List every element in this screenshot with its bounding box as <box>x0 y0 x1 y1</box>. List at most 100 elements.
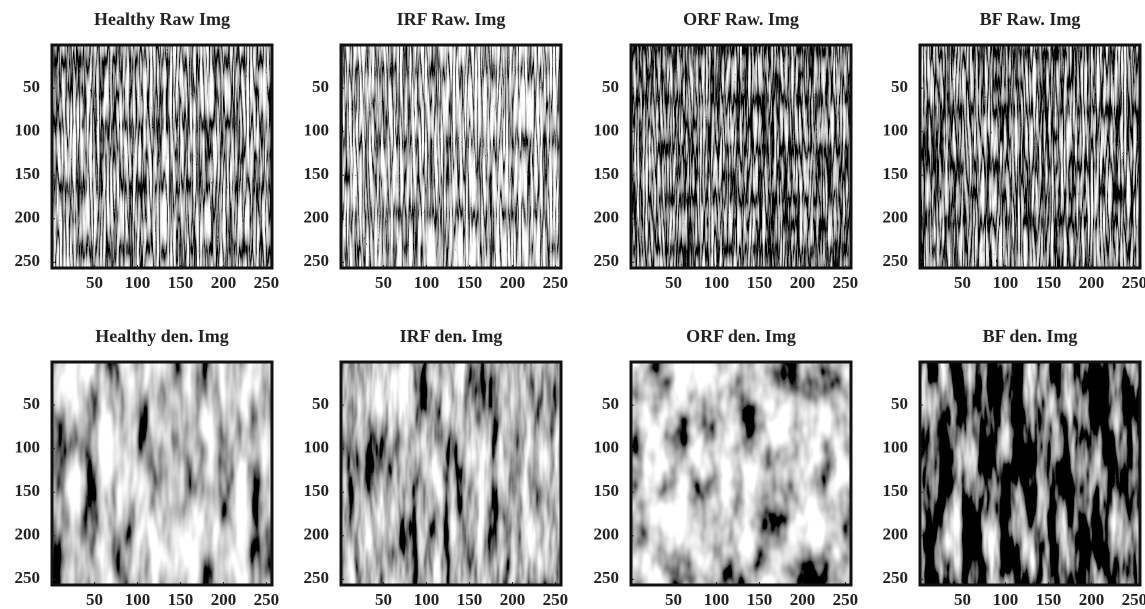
y-tick-label: 200 <box>883 208 909 227</box>
y-tick-label: 200 <box>304 525 330 544</box>
y-tick-label: 100 <box>883 121 909 140</box>
image <box>631 45 851 268</box>
image-frame <box>50 43 274 270</box>
y-tick-label: 50 <box>891 77 908 96</box>
x-tick-label: 250 <box>543 273 569 292</box>
y-tick-label: 250 <box>594 568 620 587</box>
image-frame <box>50 360 274 587</box>
y-tick-label: 250 <box>594 251 620 270</box>
x-tick-label: 200 <box>211 273 237 292</box>
x-tick-label: 100 <box>993 590 1019 609</box>
image-frame <box>629 43 853 270</box>
x-tick-label: 50 <box>86 273 103 292</box>
y-tick-label: 100 <box>15 121 41 140</box>
x-tick-label: 150 <box>1036 273 1062 292</box>
y-tick-label: 100 <box>304 121 330 140</box>
image <box>920 362 1140 585</box>
x-tick-label: 150 <box>457 590 483 609</box>
x-tick-label: 200 <box>211 590 237 609</box>
y-tick-label: 250 <box>304 251 330 270</box>
x-tick-label: 50 <box>375 273 392 292</box>
x-tick-label: 200 <box>790 273 816 292</box>
y-tick-label: 100 <box>15 438 41 457</box>
x-tick-label: 100 <box>993 273 1019 292</box>
y-tick-label: 200 <box>594 208 620 227</box>
y-tick-label: 100 <box>594 438 620 457</box>
x-tick-label: 100 <box>704 590 730 609</box>
image <box>52 362 272 585</box>
panel-title: Healthy Raw Img <box>94 9 230 29</box>
panel-title: IRF Raw. Img <box>397 9 506 29</box>
x-tick-label: 100 <box>414 273 440 292</box>
x-tick-label: 250 <box>254 273 280 292</box>
x-tick-label: 150 <box>1036 590 1062 609</box>
x-tick-label: 250 <box>1122 590 1145 609</box>
panel-title: Healthy den. Img <box>95 326 229 346</box>
x-tick-label: 150 <box>457 273 483 292</box>
panel-title: BF Raw. Img <box>980 9 1081 29</box>
x-tick-label: 150 <box>168 590 194 609</box>
x-tick-label: 200 <box>790 590 816 609</box>
y-tick-label: 200 <box>883 525 909 544</box>
x-tick-label: 50 <box>954 273 971 292</box>
y-tick-label: 50 <box>602 394 619 413</box>
y-tick-label: 50 <box>312 77 329 96</box>
x-tick-label: 50 <box>665 590 682 609</box>
y-tick-label: 50 <box>23 77 40 96</box>
x-tick-label: 150 <box>747 273 773 292</box>
x-tick-label: 100 <box>414 590 440 609</box>
x-tick-label: 250 <box>1122 273 1145 292</box>
panel-title: BF den. Img <box>983 326 1078 346</box>
x-tick-label: 200 <box>1079 590 1105 609</box>
y-tick-label: 150 <box>304 481 330 500</box>
x-tick-label: 50 <box>86 590 103 609</box>
x-tick-label: 250 <box>254 590 280 609</box>
x-tick-label: 50 <box>954 590 971 609</box>
x-tick-label: 100 <box>704 273 730 292</box>
y-tick-label: 200 <box>594 525 620 544</box>
panel-title: ORF Raw. Img <box>683 9 799 29</box>
x-tick-label: 150 <box>168 273 194 292</box>
y-tick-label: 100 <box>304 438 330 457</box>
x-tick-label: 250 <box>833 273 859 292</box>
image-frame <box>918 43 1142 270</box>
y-tick-label: 250 <box>15 251 41 270</box>
y-tick-label: 250 <box>304 568 330 587</box>
image <box>631 362 851 585</box>
x-tick-label: 200 <box>500 590 526 609</box>
y-tick-label: 100 <box>883 438 909 457</box>
x-tick-label: 100 <box>125 273 151 292</box>
y-tick-label: 200 <box>15 208 41 227</box>
y-tick-label: 50 <box>312 394 329 413</box>
x-tick-label: 200 <box>500 273 526 292</box>
y-tick-label: 50 <box>23 394 40 413</box>
x-tick-label: 250 <box>833 590 859 609</box>
x-tick-label: 50 <box>375 590 392 609</box>
x-tick-label: 50 <box>665 273 682 292</box>
image-frame <box>339 360 563 587</box>
x-tick-label: 250 <box>543 590 569 609</box>
y-tick-label: 150 <box>594 481 620 500</box>
image-frame <box>629 360 853 587</box>
y-tick-label: 250 <box>883 251 909 270</box>
y-tick-label: 150 <box>883 481 909 500</box>
x-tick-label: 100 <box>125 590 151 609</box>
x-tick-label: 150 <box>747 590 773 609</box>
y-tick-label: 150 <box>15 481 41 500</box>
y-tick-label: 150 <box>304 164 330 183</box>
image <box>920 45 1140 268</box>
x-tick-label: 200 <box>1079 273 1105 292</box>
image <box>341 362 561 585</box>
panel-title: ORF den. Img <box>686 326 796 346</box>
y-tick-label: 200 <box>304 208 330 227</box>
y-tick-label: 250 <box>883 568 909 587</box>
y-tick-label: 50 <box>891 394 908 413</box>
image <box>52 45 272 268</box>
y-tick-label: 150 <box>883 164 909 183</box>
y-tick-label: 250 <box>15 568 41 587</box>
panel-title: IRF den. Img <box>400 326 503 346</box>
y-tick-label: 200 <box>15 525 41 544</box>
y-tick-label: 150 <box>15 164 41 183</box>
y-tick-label: 50 <box>602 77 619 96</box>
